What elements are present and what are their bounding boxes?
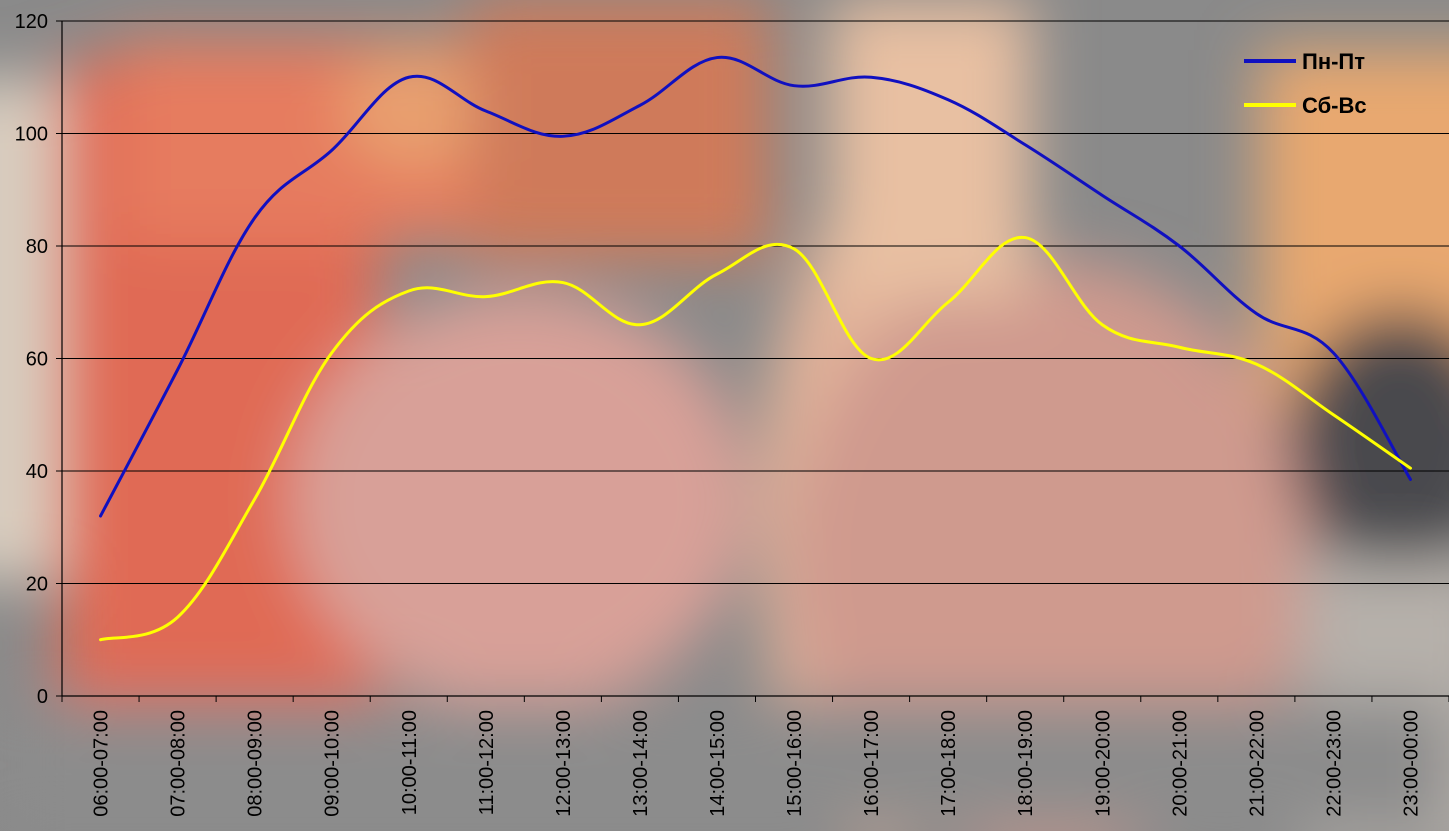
x-tick-label: 06:00-07:00 <box>91 710 113 817</box>
x-tick-label: 15:00-16:00 <box>784 710 806 817</box>
gridlines <box>62 20 1449 584</box>
x-tick-label: 12:00-13:00 <box>553 710 575 817</box>
x-tick-label: 16:00-17:00 <box>861 710 883 817</box>
y-tick-label: 0 <box>37 686 48 708</box>
x-tick-label: 23:00-00:00 <box>1400 710 1422 817</box>
x-tick-label: 08:00-09:00 <box>245 710 267 817</box>
x-tick-label: 17:00-18:00 <box>938 710 960 817</box>
series-line <box>99 55 1412 518</box>
legend-label: Пн-Пт <box>1302 49 1365 74</box>
x-tick-label: 14:00-15:00 <box>707 710 729 817</box>
x-tick-label: 21:00-22:00 <box>1246 710 1268 817</box>
y-tick-label: 20 <box>26 574 48 596</box>
x-tick-label: 13:00-14:00 <box>630 710 652 817</box>
x-tick-label: 09:00-10:00 <box>322 710 344 817</box>
x-tick-label: 18:00-19:00 <box>1015 710 1037 817</box>
x-tick-label: 22:00-23:00 <box>1323 710 1345 817</box>
x-tick-label: 19:00-20:00 <box>1092 710 1114 817</box>
x-tick-label: 07:00-08:00 <box>168 710 190 817</box>
x-tick-label: 11:00-12:00 <box>476 710 498 815</box>
x-tick-label: 10:00-11:00 <box>399 710 421 815</box>
legend: Пн-Пт Сб-Вс <box>1244 49 1367 118</box>
series-line <box>99 236 1412 642</box>
y-tick-label: 60 <box>26 349 48 371</box>
legend-label: Сб-Вс <box>1302 93 1367 118</box>
axes: 0 20 40 60 80 100 120 06:00-07:00 07:00-08:00 08:… <box>15 11 1449 817</box>
y-tick-label: 40 <box>26 461 48 483</box>
series-layer <box>99 55 1412 642</box>
x-tick-label: 20:00-21:00 <box>1169 710 1191 817</box>
y-tick-label: 100 <box>15 124 48 146</box>
y-tick-label: 80 <box>26 236 48 258</box>
series-1 <box>99 55 1412 518</box>
series-2 <box>99 236 1412 642</box>
y-tick-label: 120 <box>15 11 48 33</box>
